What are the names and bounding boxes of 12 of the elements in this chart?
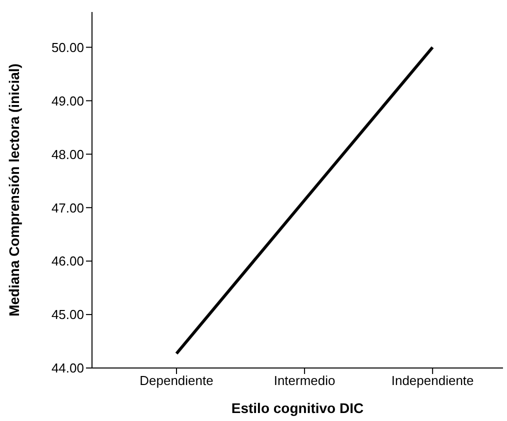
- y-tick-label: 48.00: [51, 146, 84, 162]
- y-tick-label: 46.00: [51, 254, 84, 269]
- x-tick-label: Intermedio: [274, 373, 336, 388]
- y-tick-label: 45.00: [51, 307, 84, 322]
- x-axis-title: Estilo cognitivo DIC: [231, 400, 364, 416]
- y-tick-label: 47.00: [51, 200, 84, 216]
- y-tick-label: 49.00: [51, 93, 84, 108]
- y-tick-label: 44.00: [51, 360, 84, 376]
- y-tick-label: 50.00: [51, 40, 84, 55]
- x-tick-label: Independiente: [391, 373, 474, 388]
- x-tick-label: Dependiente: [140, 373, 214, 388]
- y-axis-title: Mediana Comprensión lectora (inicial): [6, 64, 22, 316]
